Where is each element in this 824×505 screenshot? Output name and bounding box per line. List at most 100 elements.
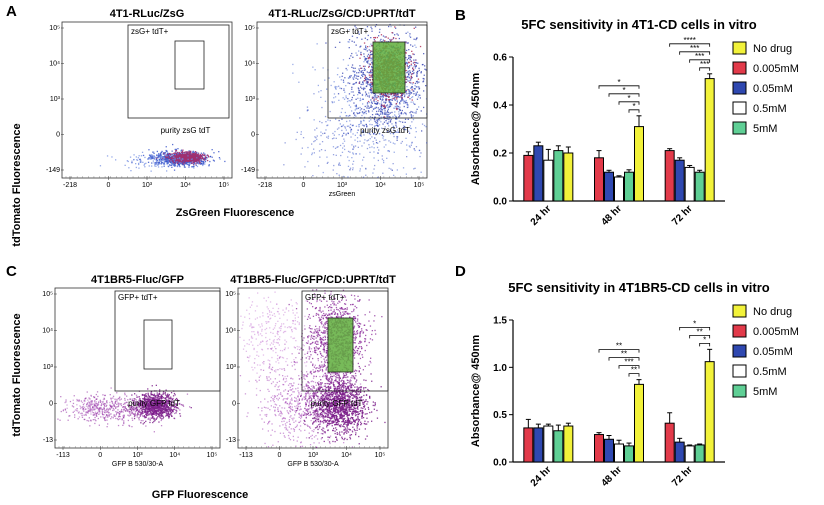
purity-gate [174, 40, 205, 90]
flow-a-ylabel: tdTomato Fluorescence [11, 123, 23, 246]
significance-stars: * [632, 102, 635, 111]
bar [604, 438, 614, 463]
flow-x-tick: 10⁵ [207, 452, 218, 459]
bar [553, 150, 564, 202]
significance-stars: * [622, 86, 625, 95]
gate-quadrant [127, 24, 230, 119]
significance-bracket [628, 373, 640, 377]
significance-bracket [669, 43, 711, 47]
bar [624, 171, 634, 202]
flow-plot-title: 4T1-RLuc/ZsG/CD:UPRT/tdT [268, 8, 416, 20]
bar [533, 145, 544, 202]
purity-label: purity GFP tdT [311, 399, 363, 408]
flow-c-xlabel: GFP Fluorescence [152, 489, 248, 501]
legend-label: 0.5mM [753, 366, 787, 378]
flow-a-xlabel: ZsGreen Fluorescence [176, 207, 295, 219]
bar [684, 445, 695, 463]
flow-y-tick: 10³ [43, 364, 54, 371]
flow-y-tick: -13 [43, 437, 53, 444]
flow-y-tick: -13 [226, 437, 236, 444]
legend-label: 0.05mM [753, 83, 793, 95]
flow-plot-title: 4T1-RLuc/ZsG [110, 8, 185, 20]
x-tick-label: 72 hr [670, 464, 695, 489]
gate-label: zsG+ tdT+ [131, 27, 169, 36]
flow-x-tick: 10⁴ [169, 452, 180, 459]
chart-ylabel: Absorbance@ 450nm [470, 73, 482, 185]
significance-bracket [608, 93, 640, 97]
significance-stars: *** [695, 52, 704, 61]
y-tick-label: 0.4 [493, 101, 507, 112]
flow-y-tick: 10⁴ [42, 328, 53, 335]
flow-x-param: zsGreen [329, 191, 356, 198]
flow-plot-frame [54, 287, 221, 449]
flow-x-tick: 0 [107, 182, 111, 189]
chart-title: 5FC sensitivity in 4T1-CD cells in vitro [521, 17, 757, 32]
flow-y-tick: -149 [241, 167, 255, 174]
significance-stars: * [693, 319, 696, 328]
y-tick-label: 0.0 [493, 197, 507, 208]
flow-x-param: GFP B 530/30-A [287, 461, 339, 468]
flow-x-tick: 10³ [132, 452, 143, 459]
flow-x-tick: -113 [56, 452, 70, 459]
legend-label: 5mM [753, 123, 777, 135]
flow-x-tick: -218 [258, 182, 272, 189]
flow-plot: 4T1-RLuc/ZsG/CD:UPRT/tdT 10⁵ 10⁴ 10³ 0 -149 -2… [241, 8, 428, 198]
legend-swatch [732, 121, 747, 135]
flow-panel-a: tdTomato Fluorescence ZsGreen Fluorescen… [11, 8, 428, 247]
significance-bracket [699, 67, 711, 71]
bar [543, 425, 554, 463]
legend-label: No drug [753, 43, 792, 55]
legend-label: 0.05mM [753, 346, 793, 358]
legend-swatch [732, 61, 747, 75]
bar [614, 443, 624, 463]
y-tick-label: 0.5 [493, 410, 507, 421]
flow-plot: 4T1BR5-Fluc/GFP 10⁵ 10⁴ 10³ 0 -13 -113 0 10³ 10⁴ 1… [42, 274, 221, 468]
chart-legend: No drug 0.005mM 0.05mM 0.5mM 5mM [732, 304, 799, 398]
significance-bracket [679, 51, 711, 55]
significance-stars: **** [683, 36, 695, 45]
bar [694, 171, 705, 202]
legend-swatch [732, 101, 747, 115]
significance-stars: *** [690, 44, 699, 53]
legend-label: 5mM [753, 386, 777, 398]
bar [604, 171, 614, 202]
y-tick-label: 0.6 [493, 53, 507, 64]
significance-bracket [689, 59, 711, 63]
bar [674, 159, 685, 202]
significance-bracket [689, 334, 711, 339]
bar [553, 430, 564, 463]
flow-y-tick: 10⁴ [49, 61, 60, 68]
significance-bracket [608, 357, 640, 361]
gate-quadrant [327, 24, 428, 119]
flow-plot: 4T1BR5-Fluc/GFP/CD:UPRT/tdT 10⁵ 10⁴ 10³ 0 -13… [225, 274, 396, 468]
legend-label: 0.5mM [753, 103, 787, 115]
bar [614, 176, 624, 202]
legend-label: 0.005mM [753, 326, 799, 338]
flow-y-tick: 10³ [50, 96, 61, 103]
x-tick-label: 72 hr [670, 203, 695, 228]
bar [704, 361, 715, 463]
purity-label: purity zsG tdT [360, 126, 410, 135]
bar-chart-b: 5FC sensitivity in 4T1-CD cells in vitro… [470, 17, 799, 228]
flow-y-tick: 0 [251, 132, 255, 139]
flow-y-tick: 10⁴ [225, 328, 236, 335]
panel-label-b: B [455, 7, 466, 24]
significance-bracket [598, 85, 640, 89]
flow-events [99, 143, 226, 172]
legend-swatch [732, 304, 747, 318]
flow-x-tick: 10⁵ [375, 452, 386, 459]
flow-x-tick: 10⁵ [219, 182, 230, 189]
flow-x-tick: 0 [98, 452, 102, 459]
significance-bracket [679, 326, 711, 331]
gate-label: zsG+ tdT+ [331, 27, 369, 36]
significance-stars: *** [624, 358, 633, 367]
flow-x-tick: -218 [63, 182, 77, 189]
flow-y-tick: 10³ [226, 364, 237, 371]
legend-swatch [732, 384, 747, 398]
x-tick-label: 24 hr [529, 464, 554, 489]
significance-bracket [598, 349, 640, 353]
legend-swatch [732, 81, 747, 95]
gate-label: GFP+ tdT+ [118, 293, 158, 302]
bar [523, 427, 534, 463]
significance-stars: ** [631, 366, 637, 375]
